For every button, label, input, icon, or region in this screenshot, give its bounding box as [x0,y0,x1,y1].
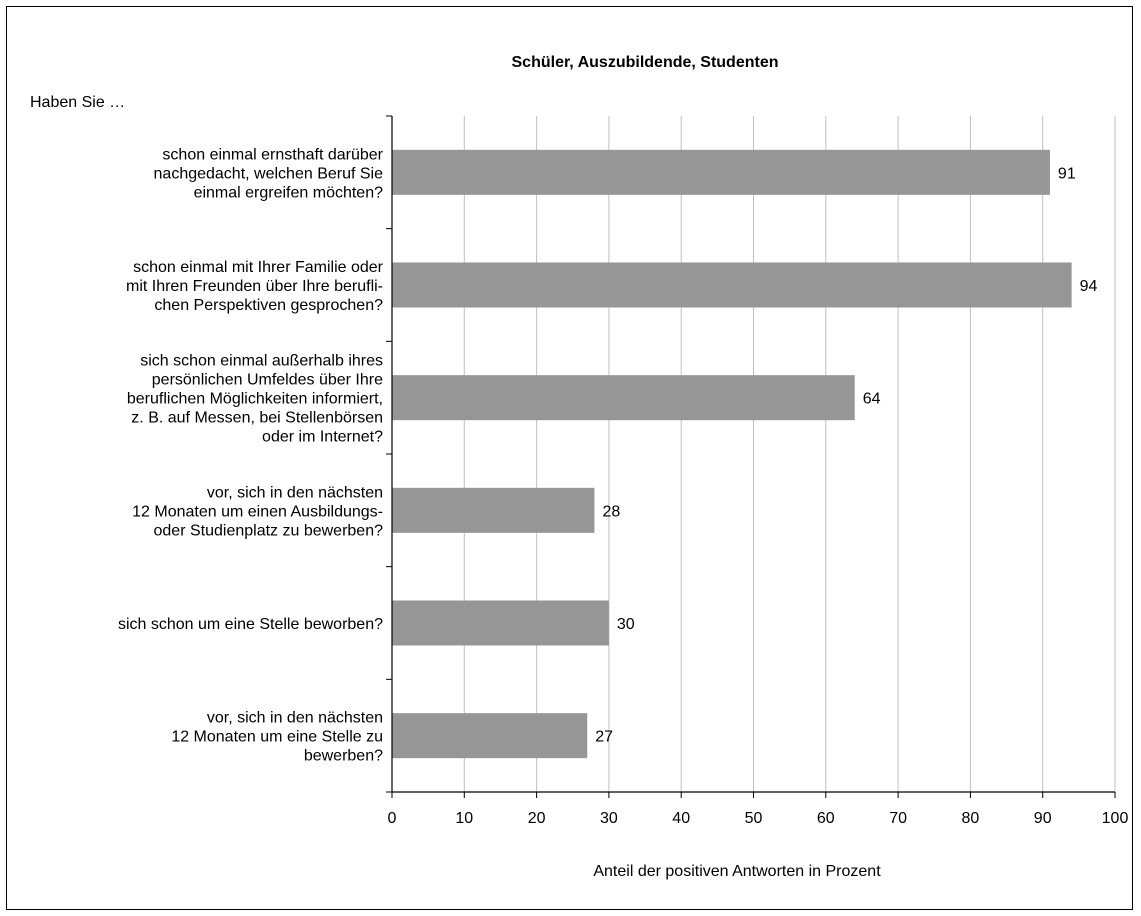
x-tick-label: 90 [1034,810,1052,827]
category-label-line: mit Ihren Freunden über Ihre berufli- [126,278,383,295]
x-axis-label: Anteil der positiven Antworten in Prozen… [593,863,881,880]
category-label: schon einmal mit Ihrer Familie oder mit I… [126,259,384,314]
category-label-line: sich schon um eine Stelle beworben? [118,616,383,633]
bar [392,487,595,533]
category-label-line: 12 Monaten um einen Ausbildungs- [132,503,383,520]
category-label-line: beruflichen Möglichkeiten informiert, [127,391,383,408]
category-label-line: einmal ergreifen möchten? [194,184,384,201]
category-label-line: chen Perspektiven gesprochen? [154,297,383,314]
category-label-line: vor, sich in den nächsten [207,710,383,727]
data-label: 94 [1080,278,1098,295]
category-label-line: z. B. auf Messen, bei Stellenbörsen [131,410,383,427]
category-label: sich schon um eine Stelle beworben? [118,616,383,633]
data-label: 64 [863,391,881,408]
x-tick-label: 20 [528,810,546,827]
category-label-line: persönlichen Umfeldes über Ihre [152,372,383,389]
category-label-line: schon einmal mit Ihrer Familie oder [133,259,384,276]
category-label-line: sich schon einmal außerhalb ihres [140,353,383,370]
x-tick-label: 70 [889,810,907,827]
category-label-line: oder im Internet? [262,429,383,446]
axes: 0 10 20 30 40 50 60 70 80 90 100 [386,115,1129,827]
bar [392,262,1072,308]
x-tick-label: 60 [817,810,835,827]
question-prefix: Haben Sie … [30,94,125,111]
x-tick-label: 100 [1102,810,1129,827]
x-tick-label: 50 [745,810,763,827]
data-label: 91 [1058,165,1076,182]
category-label-line: schon einmal ernsthaft darüber [162,146,383,163]
bar [392,600,609,646]
category-label: sich schon einmal außerhalb ihres persönl… [127,353,383,446]
category-label: vor, sich in den nächsten 12 Monaten um e… [132,484,383,539]
category-label-line: 12 Monaten um eine Stelle zu [171,729,383,746]
bar [392,149,1050,195]
x-tick-label: 30 [600,810,618,827]
category-label-line: bewerben? [304,748,383,765]
category-labels: schon einmal ernsthaft darüber nachgedach… [118,146,384,764]
chart-frame [6,6,1133,910]
bars: 91 94 64 28 30 27 [392,149,1098,759]
category-label-line: nachgedacht, welchen Beruf Sie [154,165,384,182]
data-label: 28 [602,503,620,520]
data-label: 27 [595,729,613,746]
x-tick-label: 40 [672,810,690,827]
category-label: schon einmal ernsthaft darüber nachgedach… [154,146,384,201]
x-tick-label: 10 [455,810,473,827]
chart-title: Schüler, Auszubildende, Studenten [512,54,779,71]
bar [392,713,588,759]
category-label-line: vor, sich in den nächsten [207,484,383,501]
data-label: 30 [617,616,635,633]
gridlines [463,116,1116,792]
x-tick-label: 80 [962,810,980,827]
bar [392,375,855,421]
category-label-line: oder Studienplatz zu bewerben? [154,522,384,539]
x-tick-label: 0 [388,810,397,827]
category-label: vor, sich in den nächsten 12 Monaten um e… [171,710,383,765]
